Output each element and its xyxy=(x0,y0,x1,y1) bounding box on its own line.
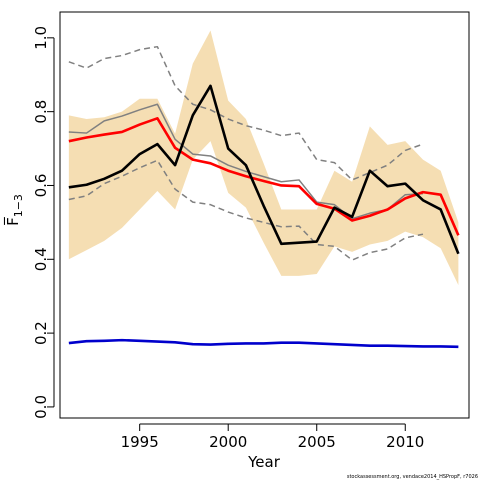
series-line-3 xyxy=(68,45,424,181)
x-axis-title: Year xyxy=(247,453,281,471)
svg-text:F̅1−3: F̅1−3 xyxy=(3,194,25,226)
y-tick-label: 0.4 xyxy=(32,247,50,271)
series-line-0 xyxy=(68,116,460,236)
x-axis: 1995 2000 2005 2010 xyxy=(121,423,424,451)
series-line-4 xyxy=(68,159,424,261)
series-layer xyxy=(68,45,460,349)
y-tick-label: 0.2 xyxy=(32,321,50,345)
y-tick-label: 0.8 xyxy=(32,100,50,124)
y-tick-label: 0.0 xyxy=(32,395,50,419)
series-line-1 xyxy=(68,84,460,255)
x-tick-label: 1995 xyxy=(121,433,159,451)
x-tick-label: 2005 xyxy=(298,433,336,451)
x-tick-label: 2010 xyxy=(386,433,424,451)
y-axis-title: F̅1−3 xyxy=(3,194,25,226)
series-line-2 xyxy=(68,103,424,220)
confidence-band-layer xyxy=(68,30,459,286)
y-axis-title-symbol: F̅ xyxy=(3,216,22,226)
confidence-band xyxy=(68,30,459,286)
series-line-5 xyxy=(68,338,459,349)
x-tick-label: 2000 xyxy=(209,433,247,451)
y-tick-label: 1.0 xyxy=(32,26,50,50)
footer-source-note: stockassessment.org, vendace2014_HSPropF… xyxy=(347,474,478,480)
plot-frame xyxy=(59,11,470,419)
y-axis: 0.0 0.2 0.4 0.6 0.8 1.0 xyxy=(32,26,55,419)
y-axis-title-subscript: 1−3 xyxy=(12,194,25,217)
y-tick-label: 0.6 xyxy=(32,174,50,198)
